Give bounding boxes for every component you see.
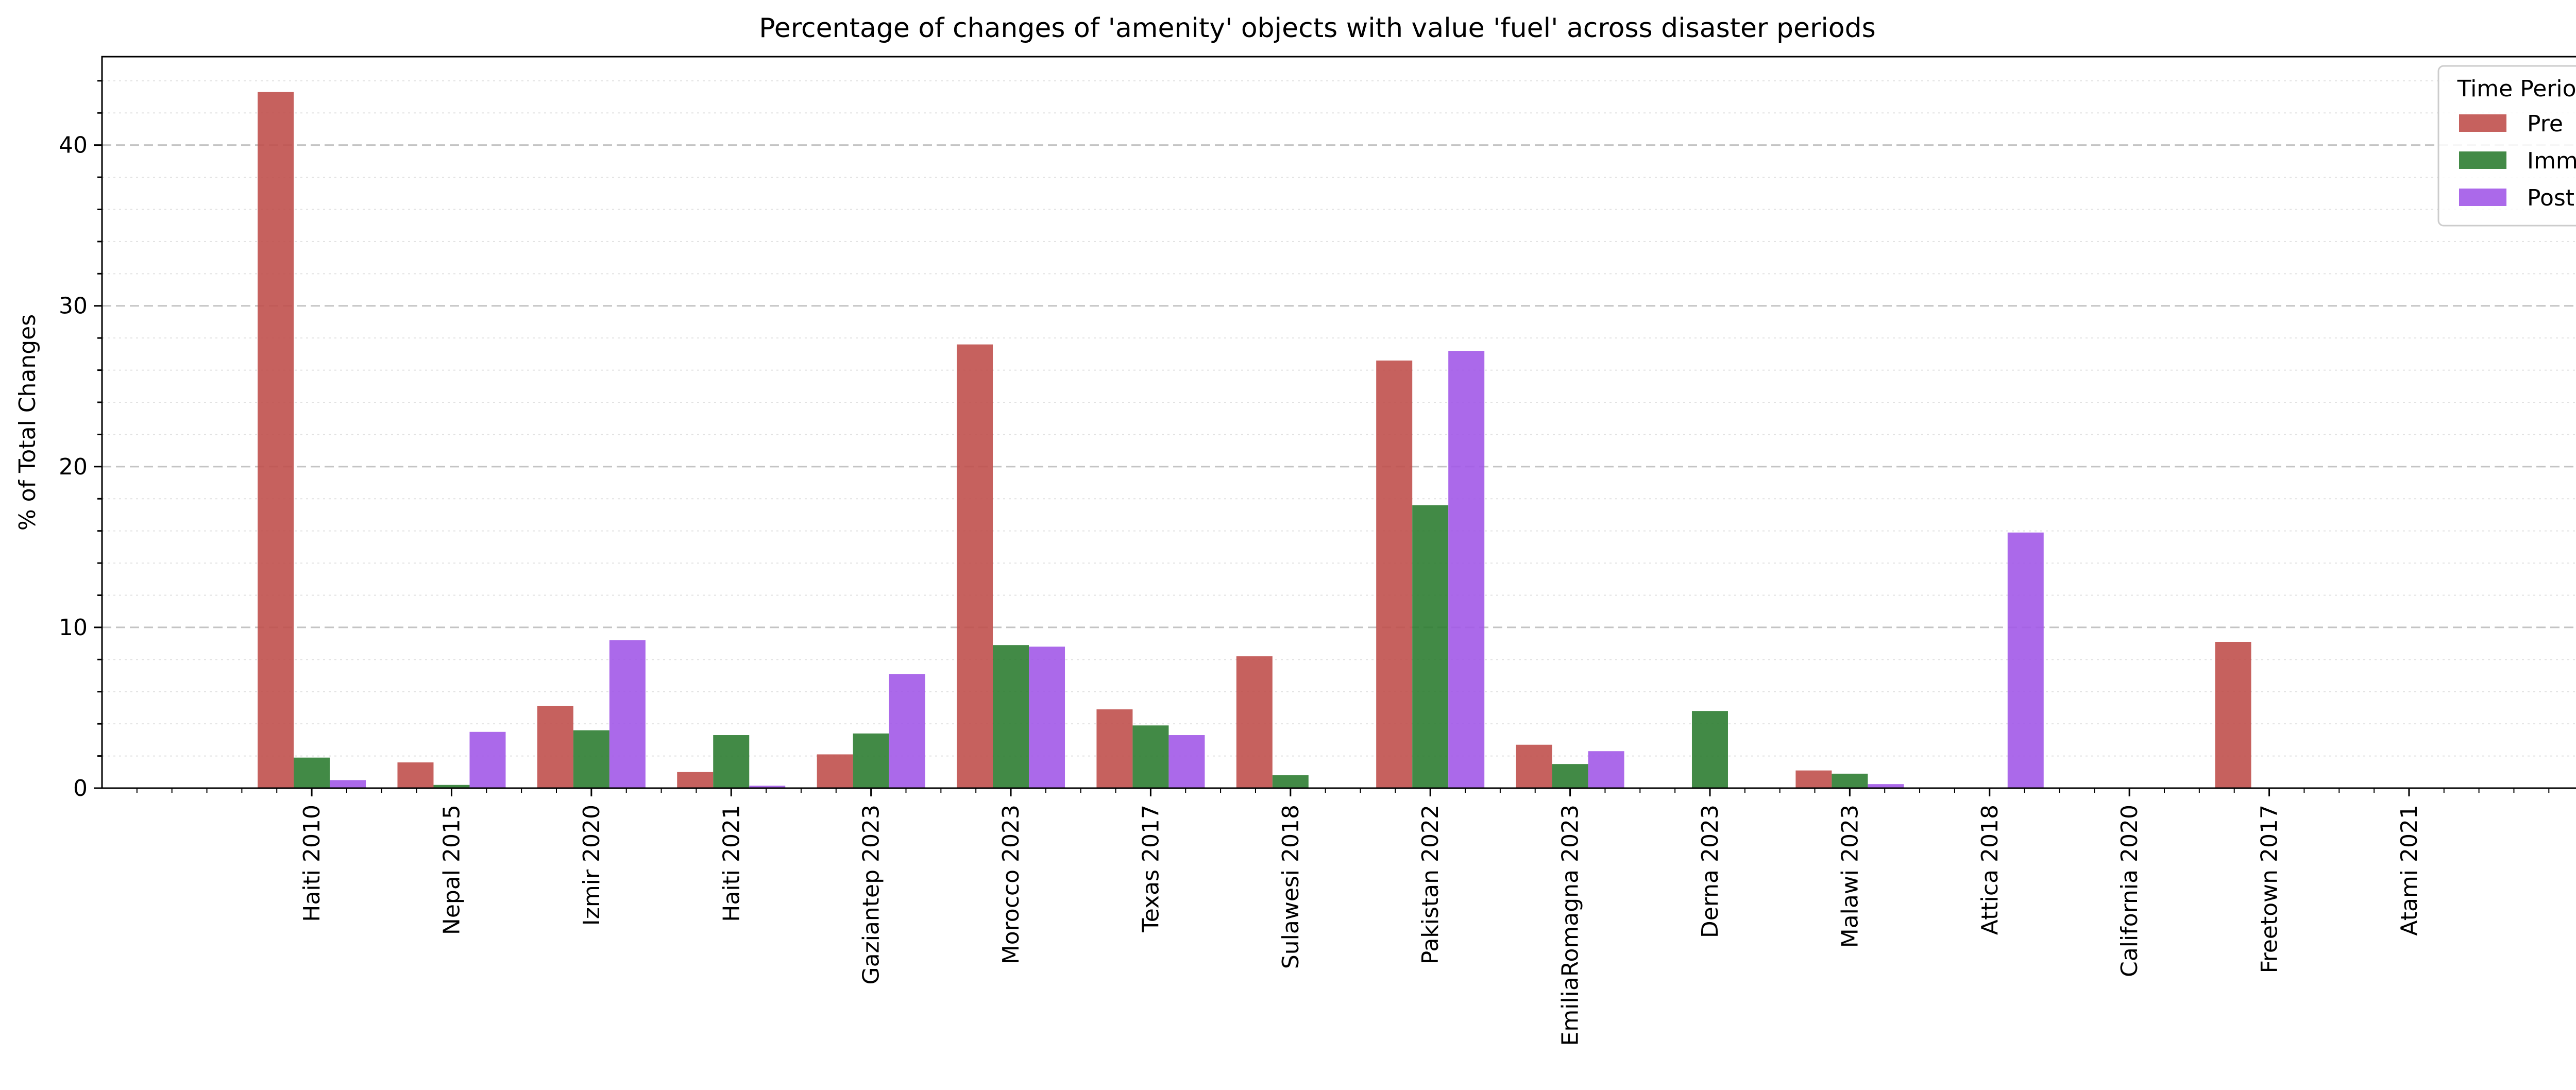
bar-pre	[2215, 642, 2251, 788]
bar-imm	[1272, 775, 1309, 788]
x-tick-label: Haiti 2010	[299, 805, 325, 922]
bar-pre	[1795, 770, 1832, 788]
bar-post	[1588, 751, 1624, 788]
bar-post	[1029, 646, 1065, 788]
x-tick-label: Attica 2018	[1977, 805, 2003, 935]
y-axis-label: % of Total Changes	[14, 314, 41, 531]
x-tick-label: Sulawesi 2018	[1278, 805, 1304, 969]
x-tick-label: Freetown 2017	[2257, 805, 2283, 973]
bar-post	[2007, 532, 2044, 788]
bar-post	[889, 674, 925, 788]
x-tick-label: EmiliaRomagna 2023	[1557, 805, 1584, 1046]
bar-pre	[258, 92, 294, 789]
legend-swatch-pre	[2459, 114, 2506, 132]
y-tick-label: 30	[59, 293, 88, 319]
bar-imm	[433, 785, 470, 788]
x-tick-label: Morocco 2023	[998, 805, 1024, 964]
bar-post	[1448, 351, 1485, 788]
bar-pre	[817, 754, 853, 788]
x-tick-label: Derna 2023	[1697, 805, 1723, 938]
chart-title: Percentage of changes of 'amenity' objec…	[759, 13, 1875, 44]
legend-label-post: Post	[2527, 185, 2574, 211]
bar-pre	[397, 762, 434, 788]
bar-imm	[713, 735, 750, 788]
x-tick-label: Malawi 2023	[1837, 805, 1863, 948]
y-tick-label: 0	[73, 775, 88, 802]
x-axis: Haiti 2010 Nepal 2015 Izmir 2020 Haiti 2021…	[136, 788, 2550, 1046]
bar-post	[749, 786, 786, 788]
legend-title: Time Period	[2457, 76, 2576, 102]
x-tick-label: Gaziantep 2023	[858, 805, 885, 984]
legend: Time Period Pre Imm Post	[2437, 65, 2576, 227]
legend-items: Pre Imm Post	[2459, 111, 2576, 211]
legend-swatch-post	[2459, 189, 2506, 206]
bar-pre	[957, 344, 993, 788]
bar-post	[469, 731, 506, 788]
y-axis: 0 10 20 30 40	[59, 80, 102, 802]
x-tick-label: Izmir 2020	[579, 805, 605, 926]
bar-pre	[1096, 709, 1133, 788]
bar-pre	[537, 706, 573, 788]
bars	[258, 92, 2251, 789]
bar-pre	[1376, 360, 1413, 788]
x-tick-label: California 2020	[2116, 805, 2143, 977]
x-tick-label: Atami 2021	[2396, 805, 2422, 936]
bar-pre	[1516, 744, 1552, 788]
grid	[102, 80, 2576, 757]
legend-label-pre: Pre	[2527, 111, 2563, 137]
y-tick-label: 20	[59, 454, 88, 480]
legend-swatch-imm	[2459, 151, 2506, 169]
bar-imm	[294, 757, 330, 788]
bar-imm	[573, 730, 609, 788]
x-tick-label: Texas 2017	[1138, 805, 1164, 933]
bar-post	[1868, 784, 1904, 788]
bar-pre	[677, 772, 714, 788]
bar-imm	[853, 733, 889, 788]
bar-pre	[1236, 656, 1273, 788]
bar-imm	[1552, 764, 1588, 788]
bar-imm	[993, 645, 1029, 788]
bar-post	[1168, 735, 1205, 788]
bar-imm	[1832, 773, 1868, 788]
bar-post	[609, 640, 646, 788]
x-tick-label: Pakistan 2022	[1417, 805, 1444, 964]
bar-imm	[1132, 725, 1169, 788]
x-tick-label: Nepal 2015	[438, 805, 465, 935]
bar-imm	[1691, 711, 1728, 788]
x-tick-label: Haiti 2021	[718, 805, 744, 922]
bar-imm	[1412, 505, 1449, 788]
legend-label-imm: Imm	[2527, 148, 2576, 174]
y-tick-label: 10	[59, 615, 88, 641]
bar-post	[330, 780, 366, 788]
y-tick-label: 40	[59, 132, 88, 159]
legend-box	[2437, 65, 2576, 227]
